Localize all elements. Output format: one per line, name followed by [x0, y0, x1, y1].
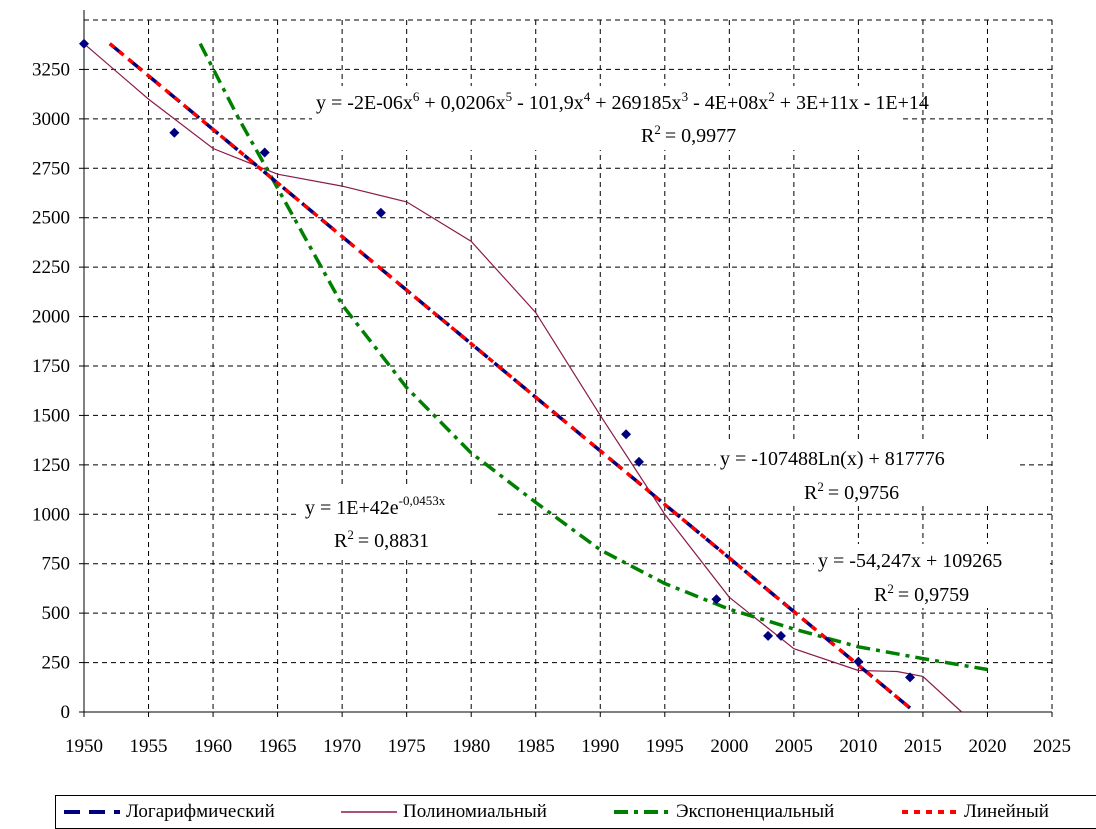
y-tick-label: 1500 [32, 405, 70, 426]
y-tick-label: 0 [61, 702, 71, 723]
legend-item-lin: Линейный [900, 796, 1049, 828]
legend-label-exp: Экспоненциальный [676, 801, 835, 822]
data-point-marker [763, 630, 774, 641]
y-tick-label: 3250 [32, 59, 70, 80]
x-tick-label: 2020 [968, 736, 1006, 757]
x-tick-label: 1985 [517, 736, 555, 757]
x-tick-label: 2025 [1033, 736, 1071, 757]
y-tick-label: 3000 [32, 109, 70, 130]
x-tick-label: 1975 [388, 736, 426, 757]
exp-equation: y = 1E+42e-0,0453x [305, 493, 446, 519]
legend-long-dash-line-icon [64, 810, 120, 814]
legend-label-log: Логарифмический [126, 801, 275, 822]
data-points [79, 38, 916, 683]
series-line-solid [83, 43, 963, 713]
data-point-marker [79, 38, 89, 49]
legend-item-exp: Экспоненциальный [612, 796, 834, 828]
x-tick-label: 1970 [323, 736, 361, 757]
lin-r2: R2 = 0,9759 [874, 581, 969, 606]
y-tick-label: 2500 [32, 208, 70, 229]
lin-equation: y = -54,247x + 109265 [818, 550, 1002, 572]
legend: Логарифмический Полиномиальный Экспоненц… [55, 795, 1096, 829]
exp-r2: R2 = 0,8831 [334, 527, 429, 552]
trend-lines [83, 42, 988, 713]
series-line-dotted [108, 42, 912, 710]
poly-equation: y = -2E-06x6 + 0,0206x5 - 101,9x4 + 2691… [316, 89, 929, 114]
y-tick-label: 2250 [32, 257, 70, 278]
data-point-marker [905, 672, 916, 683]
legend-item-poly: Полиномиальный [339, 796, 547, 828]
x-tick-label: 2000 [710, 736, 748, 757]
poly-r2: R2 = 0,9977 [641, 122, 736, 147]
y-tick-labels: 0 250 500 750 1000 1250 1500 1750 2000 2250 2500 27… [32, 59, 70, 723]
legend-label-lin: Линейный [964, 801, 1049, 822]
y-tick-label: 750 [42, 554, 71, 575]
legend-dotted-line-icon [902, 810, 958, 814]
data-point-marker [853, 656, 864, 667]
y-tick-label: 2750 [32, 158, 70, 179]
x-tick-label: 1965 [259, 736, 297, 757]
legend-label-poly: Полиномиальный [403, 801, 547, 822]
y-tick-label: 250 [42, 653, 71, 674]
x-tick-label: 1955 [130, 736, 168, 757]
legend-dash-dot-line-icon [614, 810, 670, 814]
x-tick-label: 1950 [65, 736, 103, 757]
axes [79, 10, 1053, 717]
data-point-marker [259, 147, 270, 158]
legend-solid-line-icon [341, 811, 397, 813]
y-tick-label: 1250 [32, 455, 70, 476]
data-point-marker [711, 594, 722, 605]
x-tick-label: 2005 [775, 736, 813, 757]
series-line-dash-dot [198, 42, 988, 672]
data-point-marker [375, 207, 386, 218]
y-tick-label: 2000 [32, 307, 70, 328]
y-tick-label: 1750 [32, 356, 70, 377]
data-point-marker [775, 630, 786, 641]
x-tick-label: 2015 [904, 736, 942, 757]
x-tick-labels: 1950 1955 1960 1965 1970 1975 1980 1985 1990 1995… [65, 736, 1071, 757]
data-point-marker [633, 456, 644, 467]
x-tick-label: 2010 [839, 736, 877, 757]
data-point-marker [169, 127, 180, 138]
chart-area: 1950 1955 1960 1965 1970 1975 1980 1985 1990 1995… [32, 10, 1071, 757]
log-equation: y = -107488Ln(x) + 817776 [720, 448, 945, 470]
data-point-marker [621, 429, 632, 440]
x-tick-label: 1980 [452, 736, 490, 757]
y-tick-label: 500 [42, 603, 71, 624]
log-r2: R2 = 0,9756 [804, 479, 899, 504]
legend-item-log: Логарифмический [62, 796, 275, 828]
x-tick-label: 1990 [581, 736, 619, 757]
y-tick-label: 1000 [32, 504, 70, 525]
x-tick-label: 1995 [646, 736, 684, 757]
x-tick-label: 1960 [194, 736, 232, 757]
